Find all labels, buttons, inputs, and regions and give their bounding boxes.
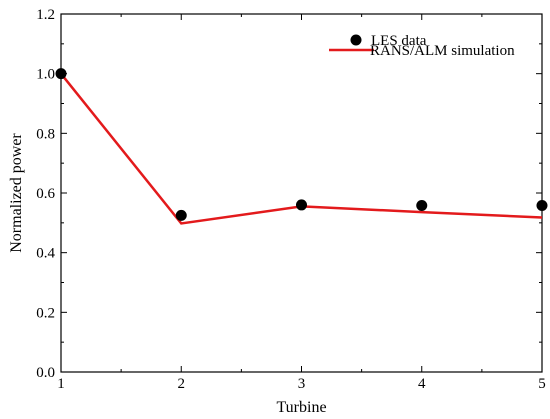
les-data-point — [175, 209, 187, 221]
y-tick-label: 0.2 — [36, 305, 55, 321]
y-tick-label: 1.0 — [36, 67, 55, 83]
axis-ticks — [60, 13, 543, 373]
y-tick-label: 0.0 — [36, 365, 55, 381]
legend-label-les: LES data — [371, 33, 427, 49]
les-data-point — [296, 199, 307, 211]
chart-series — [55, 68, 548, 225]
plot-frame — [60, 13, 543, 373]
x-tick-label: 4 — [418, 376, 426, 392]
y-tick-label: 1.2 — [36, 7, 55, 23]
legend-label-rans: RANS/ALM simulation — [370, 43, 515, 59]
y-tick-label: 0.4 — [36, 246, 55, 262]
les-data-point — [55, 68, 67, 80]
y-tick-label: 0.8 — [36, 126, 55, 142]
les-data-point — [416, 200, 428, 212]
legend: LES data RANS/ALM simulation — [329, 33, 515, 59]
tick-labels: 1 2 3 4 5 0.0 0.2 0.4 0.6 0.8 1.0 1.2 — [36, 7, 546, 392]
y-axis-label: Normalized power — [8, 133, 25, 253]
x-tick-label: 2 — [178, 376, 186, 392]
x-axis-label: Turbine — [276, 399, 326, 416]
x-tick-label: 3 — [298, 376, 306, 392]
x-tick-label: 1 — [57, 376, 65, 392]
y-tick-label: 0.6 — [36, 186, 55, 202]
legend-marker-les — [350, 34, 362, 46]
les-data-point — [536, 200, 548, 212]
x-tick-label: 5 — [538, 376, 546, 392]
